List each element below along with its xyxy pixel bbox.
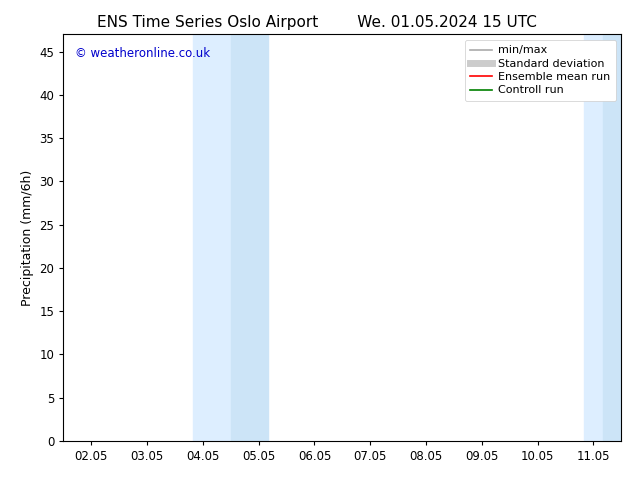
Y-axis label: Precipitation (mm/6h): Precipitation (mm/6h) <box>21 170 34 306</box>
Text: © weatheronline.co.uk: © weatheronline.co.uk <box>75 47 210 59</box>
Bar <box>584 34 603 441</box>
Bar <box>231 34 268 441</box>
Bar <box>193 34 231 441</box>
Text: ENS Time Series Oslo Airport        We. 01.05.2024 15 UTC: ENS Time Series Oslo Airport We. 01.05.2… <box>97 15 537 30</box>
Bar <box>603 34 621 441</box>
Legend: min/max, Standard deviation, Ensemble mean run, Controll run: min/max, Standard deviation, Ensemble me… <box>465 40 616 101</box>
